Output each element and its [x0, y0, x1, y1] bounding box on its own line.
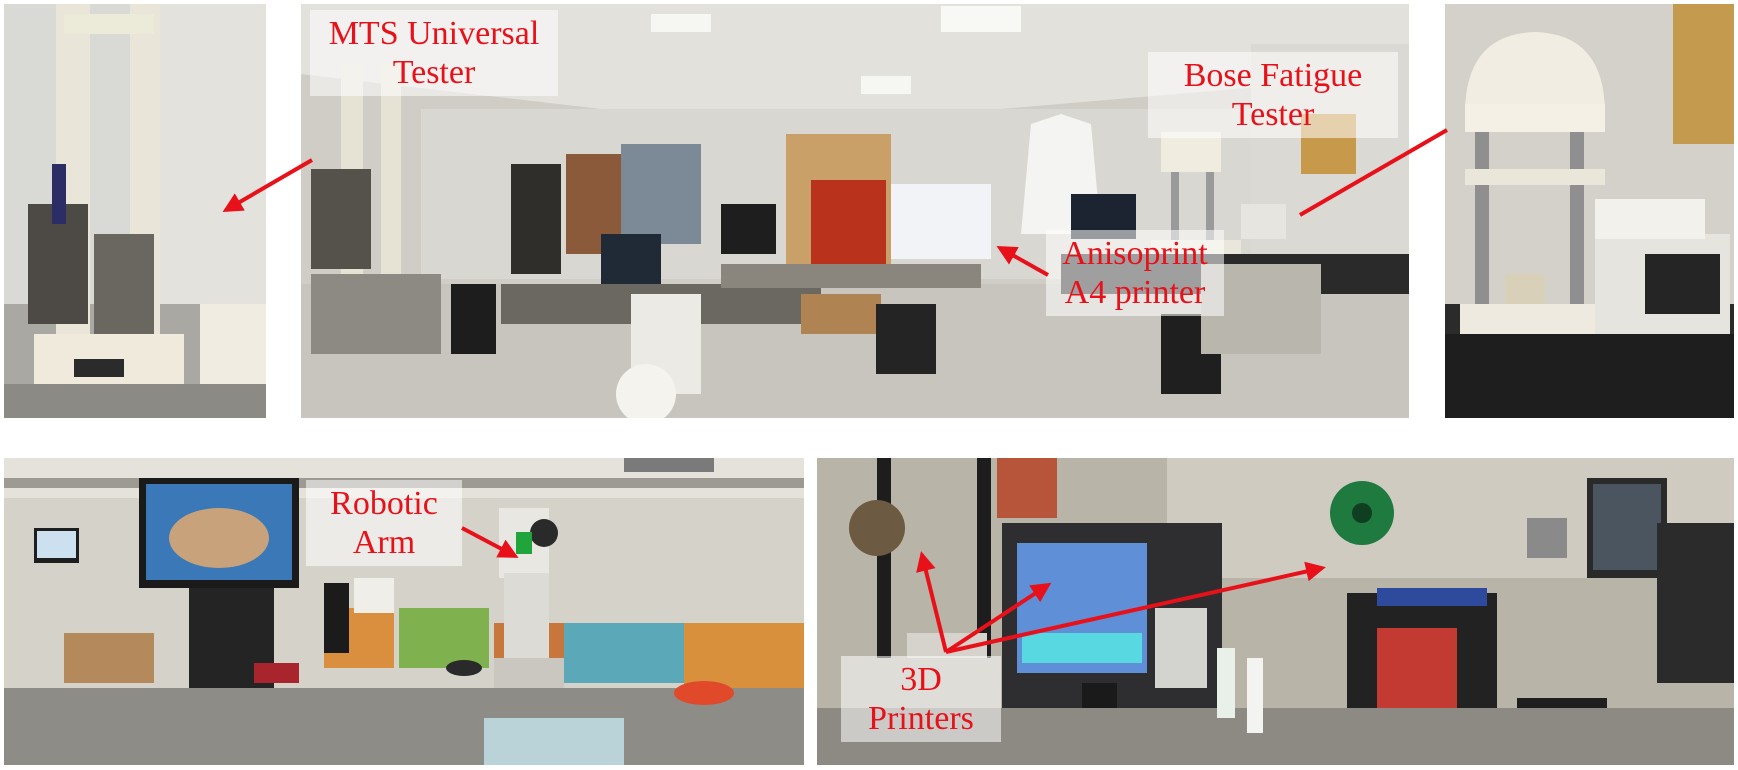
label-anisoprint-text: Anisoprint A4 printer: [1062, 235, 1208, 312]
label-bose-tester: Bose Fatigue Tester: [1148, 52, 1398, 139]
arrow-3d-printer-left: [916, 551, 948, 653]
label-bose-tester-text: Bose Fatigue Tester: [1183, 57, 1363, 134]
label-3d-printers-text: 3D Printers: [868, 661, 974, 738]
arrow-anisoprint: [996, 246, 1049, 277]
arrow-3d-printer-middle: [944, 582, 1052, 654]
label-mts-tester: MTS Universal Tester: [310, 10, 558, 97]
mts-tester-closeup-image: [4, 4, 266, 418]
label-mts-tester-text: MTS Universal Tester: [328, 15, 540, 92]
photo-bose-tester-closeup: [1445, 4, 1734, 418]
arrow-bose: [1298, 128, 1449, 217]
label-anisoprint: Anisoprint A4 printer: [1046, 230, 1224, 317]
label-robotic-arm: Robotic Arm: [306, 480, 462, 567]
photo-robotic-arm-bench: [4, 458, 804, 765]
label-3d-printers: 3D Printers: [841, 656, 1001, 743]
arrow-mts: [222, 158, 314, 213]
photo-3d-printers: [817, 458, 1734, 765]
photo-mts-tester-closeup: [4, 4, 266, 418]
arrow-robotic-arm: [461, 526, 519, 558]
robotic-arm-bench-image: [4, 458, 804, 765]
arrow-3d-printer-right: [945, 561, 1326, 654]
bose-tester-closeup-image: [1445, 4, 1734, 418]
3d-printers-image: [817, 458, 1734, 765]
label-robotic-arm-text: Robotic Arm: [330, 485, 438, 562]
